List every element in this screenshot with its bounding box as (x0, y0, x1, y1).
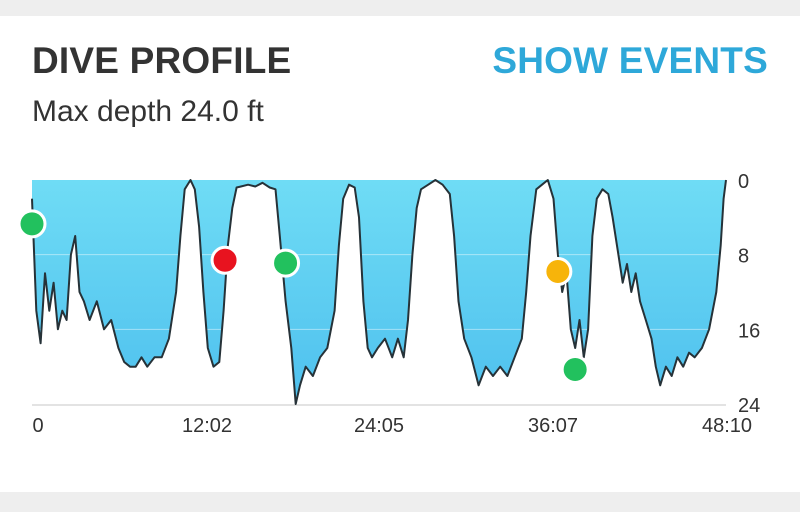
event-marker-green[interactable] (17, 209, 47, 239)
y-tick-label: 24 (738, 395, 760, 417)
card-title: DIVE PROFILE (32, 40, 292, 81)
x-tick-label: 48:10 (702, 415, 752, 437)
y-tick-label: 16 (738, 320, 760, 342)
event-marker-red[interactable] (210, 245, 240, 275)
y-tick-label: 0 (738, 171, 749, 193)
show-events-button[interactable]: SHOW EVENTS (492, 40, 768, 81)
x-tick-label: 12:02 (182, 415, 232, 437)
x-tick-label: 0 (32, 415, 43, 437)
x-tick-label: 24:05 (354, 415, 404, 437)
depth-area (32, 180, 726, 404)
event-marker-green[interactable] (560, 354, 590, 384)
max-depth-label: Max depth 24.0 ft (32, 95, 264, 128)
x-tick-label: 36:07 (528, 415, 578, 437)
event-marker-green[interactable] (271, 248, 301, 278)
event-marker-yellow[interactable] (543, 256, 573, 286)
depth-line (31, 179, 727, 405)
y-tick-label: 8 (738, 246, 749, 268)
